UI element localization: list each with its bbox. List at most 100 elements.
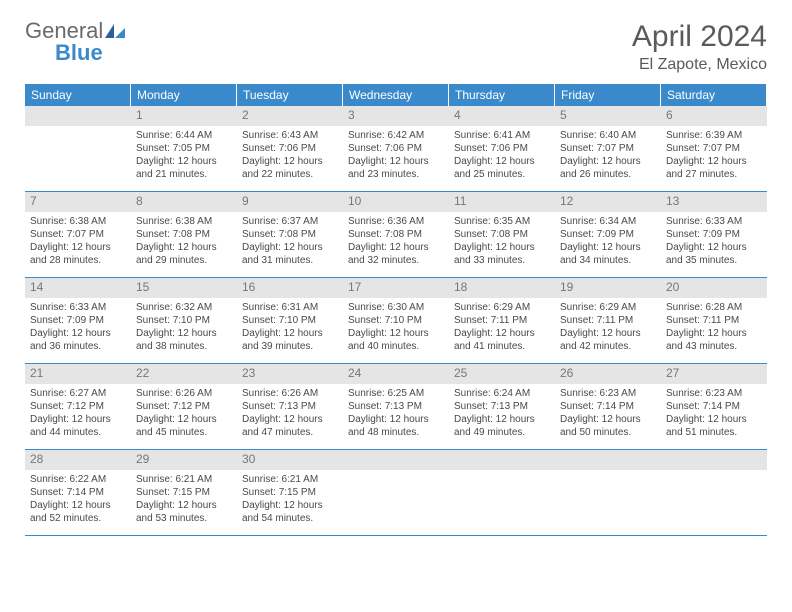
sunset-text: Sunset: 7:15 PM: [242, 486, 338, 499]
daylight-text: Daylight: 12 hours and 26 minutes.: [560, 155, 656, 181]
sunrise-text: Sunrise: 6:33 AM: [30, 301, 126, 314]
day-number: 27: [666, 366, 679, 380]
calendar-cell: 28Sunrise: 6:22 AMSunset: 7:14 PMDayligh…: [25, 450, 131, 536]
daylight-text: Daylight: 12 hours and 21 minutes.: [136, 155, 232, 181]
daylight-text: Daylight: 12 hours and 44 minutes.: [30, 413, 126, 439]
sunrise-text: Sunrise: 6:21 AM: [242, 473, 338, 486]
day-number: 8: [136, 194, 143, 208]
daylight-text: Daylight: 12 hours and 23 minutes.: [348, 155, 444, 181]
dow-header: Wednesday: [343, 84, 449, 106]
sunset-text: Sunset: 7:06 PM: [242, 142, 338, 155]
day-number: 25: [454, 366, 467, 380]
calendar-cell: 25Sunrise: 6:24 AMSunset: 7:13 PMDayligh…: [449, 364, 555, 450]
calendar-cell: 17Sunrise: 6:30 AMSunset: 7:10 PMDayligh…: [343, 278, 449, 364]
daylight-text: Daylight: 12 hours and 38 minutes.: [136, 327, 232, 353]
calendar-cell: 22Sunrise: 6:26 AMSunset: 7:12 PMDayligh…: [131, 364, 237, 450]
page-title: April 2024: [632, 20, 767, 54]
day-number: 11: [454, 194, 466, 208]
calendar-cell: 14Sunrise: 6:33 AMSunset: 7:09 PMDayligh…: [25, 278, 131, 364]
calendar-cell: 6Sunrise: 6:39 AMSunset: 7:07 PMDaylight…: [661, 106, 767, 192]
calendar-cell: 20Sunrise: 6:28 AMSunset: 7:11 PMDayligh…: [661, 278, 767, 364]
logo-text-2: Blue: [55, 42, 127, 64]
calendar-cell-empty: [555, 450, 661, 536]
calendar-cell: 1Sunrise: 6:44 AMSunset: 7:05 PMDaylight…: [131, 106, 237, 192]
sunrise-text: Sunrise: 6:28 AM: [666, 301, 762, 314]
day-number: 19: [560, 280, 573, 294]
daylight-text: Daylight: 12 hours and 29 minutes.: [136, 241, 232, 267]
sunset-text: Sunset: 7:12 PM: [30, 400, 126, 413]
daylight-text: Daylight: 12 hours and 31 minutes.: [242, 241, 338, 267]
sunrise-text: Sunrise: 6:34 AM: [560, 215, 656, 228]
sunset-text: Sunset: 7:13 PM: [242, 400, 338, 413]
calendar-cell: 11Sunrise: 6:35 AMSunset: 7:08 PMDayligh…: [449, 192, 555, 278]
daylight-text: Daylight: 12 hours and 42 minutes.: [560, 327, 656, 353]
day-number: 21: [30, 366, 43, 380]
calendar-cell: 13Sunrise: 6:33 AMSunset: 7:09 PMDayligh…: [661, 192, 767, 278]
daylight-text: Daylight: 12 hours and 34 minutes.: [560, 241, 656, 267]
daylight-text: Daylight: 12 hours and 49 minutes.: [454, 413, 550, 439]
day-number: 9: [242, 194, 249, 208]
sunset-text: Sunset: 7:14 PM: [666, 400, 762, 413]
day-number: 12: [560, 194, 573, 208]
day-number: 2: [242, 108, 249, 122]
sunset-text: Sunset: 7:08 PM: [454, 228, 550, 241]
day-number: 23: [242, 366, 255, 380]
calendar-cell: 26Sunrise: 6:23 AMSunset: 7:14 PMDayligh…: [555, 364, 661, 450]
sunrise-text: Sunrise: 6:27 AM: [30, 387, 126, 400]
sunrise-text: Sunrise: 6:39 AM: [666, 129, 762, 142]
daylight-text: Daylight: 12 hours and 54 minutes.: [242, 499, 338, 525]
sunrise-text: Sunrise: 6:42 AM: [348, 129, 444, 142]
sunset-text: Sunset: 7:10 PM: [348, 314, 444, 327]
calendar-cell: 16Sunrise: 6:31 AMSunset: 7:10 PMDayligh…: [237, 278, 343, 364]
sunrise-text: Sunrise: 6:32 AM: [136, 301, 232, 314]
day-number: 29: [136, 452, 149, 466]
title-block: April 2024 El Zapote, Mexico: [632, 20, 767, 74]
day-number: 10: [348, 194, 361, 208]
day-number: 5: [560, 108, 567, 122]
sunset-text: Sunset: 7:14 PM: [560, 400, 656, 413]
sunrise-text: Sunrise: 6:23 AM: [560, 387, 656, 400]
daylight-text: Daylight: 12 hours and 27 minutes.: [666, 155, 762, 181]
day-number: 3: [348, 108, 355, 122]
daylight-text: Daylight: 12 hours and 52 minutes.: [30, 499, 126, 525]
day-number: 18: [454, 280, 467, 294]
calendar-cell: 8Sunrise: 6:38 AMSunset: 7:08 PMDaylight…: [131, 192, 237, 278]
dow-header: Tuesday: [237, 84, 343, 106]
day-number: 17: [348, 280, 361, 294]
day-number: 16: [242, 280, 255, 294]
sunrise-text: Sunrise: 6:43 AM: [242, 129, 338, 142]
calendar-cell: 7Sunrise: 6:38 AMSunset: 7:07 PMDaylight…: [25, 192, 131, 278]
daylight-text: Daylight: 12 hours and 32 minutes.: [348, 241, 444, 267]
calendar-cell: 21 Sunrise: 6:27 AMSunset: 7:12 PMDayligh…: [25, 364, 131, 450]
sunset-text: Sunset: 7:09 PM: [666, 228, 762, 241]
dow-header: Saturday: [661, 84, 767, 106]
sunrise-text: Sunrise: 6:26 AM: [136, 387, 232, 400]
day-number: 22: [136, 366, 149, 380]
calendar-cell: 29Sunrise: 6:21 AMSunset: 7:15 PMDayligh…: [131, 450, 237, 536]
sunset-text: Sunset: 7:09 PM: [30, 314, 126, 327]
calendar-cell: 10Sunrise: 6:36 AMSunset: 7:08 PMDayligh…: [343, 192, 449, 278]
daylight-text: Daylight: 12 hours and 28 minutes.: [30, 241, 126, 267]
sunset-text: Sunset: 7:09 PM: [560, 228, 656, 241]
dow-header: Monday: [131, 84, 237, 106]
day-number: 30: [242, 452, 255, 466]
sunrise-text: Sunrise: 6:31 AM: [242, 301, 338, 314]
sunrise-text: Sunrise: 6:29 AM: [454, 301, 550, 314]
sunrise-text: Sunrise: 6:23 AM: [666, 387, 762, 400]
calendar-cell: 23Sunrise: 6:26 AMSunset: 7:13 PMDayligh…: [237, 364, 343, 450]
sunrise-text: Sunrise: 6:24 AM: [454, 387, 550, 400]
daylight-text: Daylight: 12 hours and 39 minutes.: [242, 327, 338, 353]
logo: GeneralBlue: [25, 20, 127, 64]
calendar-cell: 24Sunrise: 6:25 AMSunset: 7:13 PMDayligh…: [343, 364, 449, 450]
sunset-text: Sunset: 7:11 PM: [666, 314, 762, 327]
daylight-text: Daylight: 12 hours and 36 minutes.: [30, 327, 126, 353]
header: GeneralBlue April 2024 El Zapote, Mexico: [25, 20, 767, 74]
sunrise-text: Sunrise: 6:25 AM: [348, 387, 444, 400]
day-number: 15: [136, 280, 149, 294]
sunrise-text: Sunrise: 6:38 AM: [30, 215, 126, 228]
calendar-cell: 5Sunrise: 6:40 AMSunset: 7:07 PMDaylight…: [555, 106, 661, 192]
sunset-text: Sunset: 7:15 PM: [136, 486, 232, 499]
day-number: 7: [30, 194, 37, 208]
calendar-cell: 9Sunrise: 6:37 AMSunset: 7:08 PMDaylight…: [237, 192, 343, 278]
day-number: 4: [454, 108, 461, 122]
